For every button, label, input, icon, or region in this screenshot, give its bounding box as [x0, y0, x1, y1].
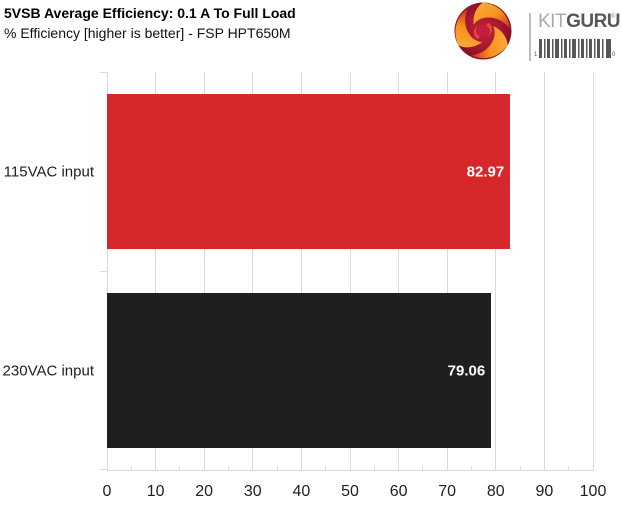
minor-tick: [471, 466, 472, 470]
minor-tick: [228, 466, 229, 470]
x-tick-label: 90: [535, 483, 554, 500]
logo-separator: [529, 13, 531, 61]
axis-line: [107, 470, 594, 471]
minor-tick: [325, 466, 327, 470]
minor-tick: [373, 466, 375, 470]
minor-tick: [519, 466, 521, 470]
x-tick-label: 70: [438, 483, 457, 500]
kitguru-logo: KITGURU ® 1: [453, 0, 621, 70]
plot-area: 82.97 79.06: [106, 72, 594, 470]
minor-tick: [179, 466, 181, 470]
logo-kit: KIT: [538, 11, 567, 32]
bar: 79.06: [107, 293, 492, 448]
gridline: [543, 72, 545, 470]
category-tick: [100, 72, 107, 73]
gridline: [252, 72, 254, 470]
bar: 82.97: [107, 94, 511, 249]
x-tick-label: 60: [389, 483, 408, 500]
gridline: [592, 72, 594, 470]
minor-tick: [422, 466, 424, 470]
x-tick-label: 0: [102, 483, 112, 500]
swirl-icon: [454, 2, 512, 60]
page-title: 5VSB Average Efficiency: 0.1 A To Full L…: [4, 5, 296, 21]
gridline: [155, 72, 157, 470]
logo-guru: GURU: [566, 11, 621, 32]
category-tick: [100, 271, 107, 272]
x-tick-label: 20: [195, 483, 214, 500]
gridline: [300, 72, 302, 470]
minor-tick: [276, 466, 278, 470]
gridline: [446, 72, 448, 470]
gridline: [349, 72, 351, 470]
category-axis-labels: 115VAC input 230VAC input: [0, 0, 107, 511]
page-subtitle: % Efficiency [higher is better] - FSP HP…: [4, 25, 291, 41]
x-tick-label: 50: [341, 483, 359, 500]
barcode-digit-left: 1: [534, 52, 538, 58]
x-tick-label: 80: [486, 483, 505, 500]
barcode-icon: [539, 39, 611, 58]
x-tick-label: 30: [243, 483, 262, 500]
x-tick-label: 40: [292, 483, 311, 500]
category-label: 115VAC input: [3, 163, 94, 180]
category-label: 230VAC input: [2, 362, 94, 379]
category-tick: [100, 469, 107, 470]
logo-wordmark: KITGURU: [538, 11, 621, 32]
registered-mark-icon: ®: [611, 14, 616, 20]
minor-tick: [568, 466, 570, 470]
gridline: [106, 72, 108, 470]
x-tick-label: 100: [579, 483, 607, 500]
gridline: [203, 72, 205, 470]
gridline: [495, 72, 497, 470]
gridline: [398, 72, 400, 470]
x-tick-label: 10: [146, 483, 165, 500]
barcode-digit-right: 0: [612, 52, 616, 58]
bar-value-label: 82.97: [466, 163, 505, 180]
x-axis: 0 10 20 30 40 50 60 70 80 90 100: [0, 470, 621, 511]
minor-tick: [130, 466, 132, 470]
bar-value-label: 79.06: [447, 362, 486, 379]
